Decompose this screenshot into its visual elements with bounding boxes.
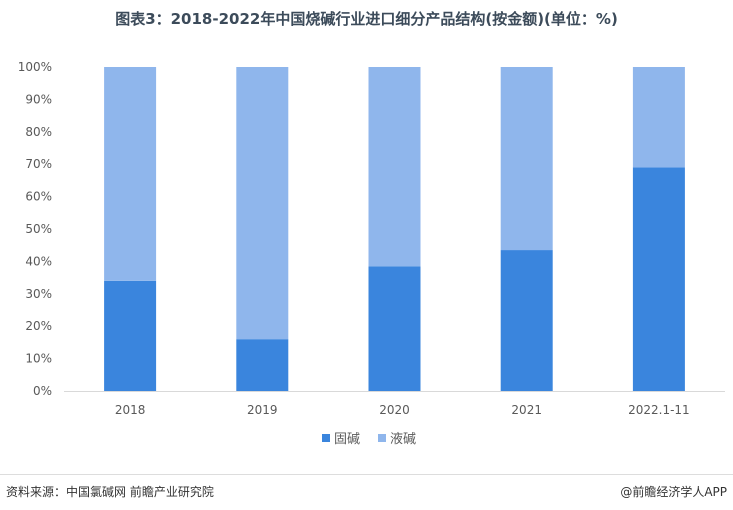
- x-tick-label: 2020: [379, 403, 410, 417]
- bar-liquid-2018: [104, 67, 157, 281]
- y-tick-label: 20%: [25, 319, 52, 333]
- x-tick-label: 2018: [115, 403, 146, 417]
- y-tick-label: 80%: [25, 125, 52, 139]
- legend-swatch: [322, 434, 330, 442]
- bar-liquid-2021: [500, 67, 553, 251]
- bar-solid-2020: [368, 266, 421, 391]
- bar-liquid-2019: [236, 67, 289, 340]
- y-tick-label: 60%: [25, 190, 52, 204]
- legend-label: 固碱: [334, 432, 360, 447]
- y-tick-label: 10%: [25, 352, 52, 366]
- stacked-bar-chart: 0% 10% 20% 30% 40% 50% 60% 70% 80% 90% 100% 2018 201…: [18, 60, 725, 447]
- bar-solid-2018: [104, 280, 157, 391]
- footer: 资料来源：中国氯碱网 前瞻产业研究院 @前瞻经济学人APP: [0, 474, 733, 510]
- x-tick-label: 2022.1-11: [628, 403, 690, 417]
- y-tick-label: 40%: [25, 254, 52, 268]
- bar-solid-2022.1-11: [632, 167, 685, 391]
- y-tick-label: 100%: [18, 60, 52, 74]
- legend-label: 液碱: [390, 432, 416, 447]
- bar-liquid-2022.1-11: [632, 67, 685, 168]
- y-tick-label: 70%: [25, 157, 52, 171]
- x-tick-label: 2021: [511, 403, 542, 417]
- source-note: 资料来源：中国氯碱网 前瞻产业研究院: [6, 485, 214, 499]
- y-tick-label: 50%: [25, 222, 52, 236]
- x-tick-label: 2019: [247, 403, 278, 417]
- bar-solid-2021: [500, 250, 553, 391]
- bar-liquid-2020: [368, 67, 421, 267]
- chart-title: 图表3：2018-2022年中国烧碱行业进口细分产品结构(按金额)(单位：%): [115, 10, 618, 28]
- brand-credit: @前瞻经济学人APP: [620, 485, 727, 499]
- y-tick-label: 30%: [25, 287, 52, 301]
- bar-solid-2019: [236, 339, 289, 391]
- legend-swatch: [378, 434, 386, 442]
- y-tick-label: 90%: [25, 92, 52, 106]
- y-tick-label: 0%: [33, 384, 52, 398]
